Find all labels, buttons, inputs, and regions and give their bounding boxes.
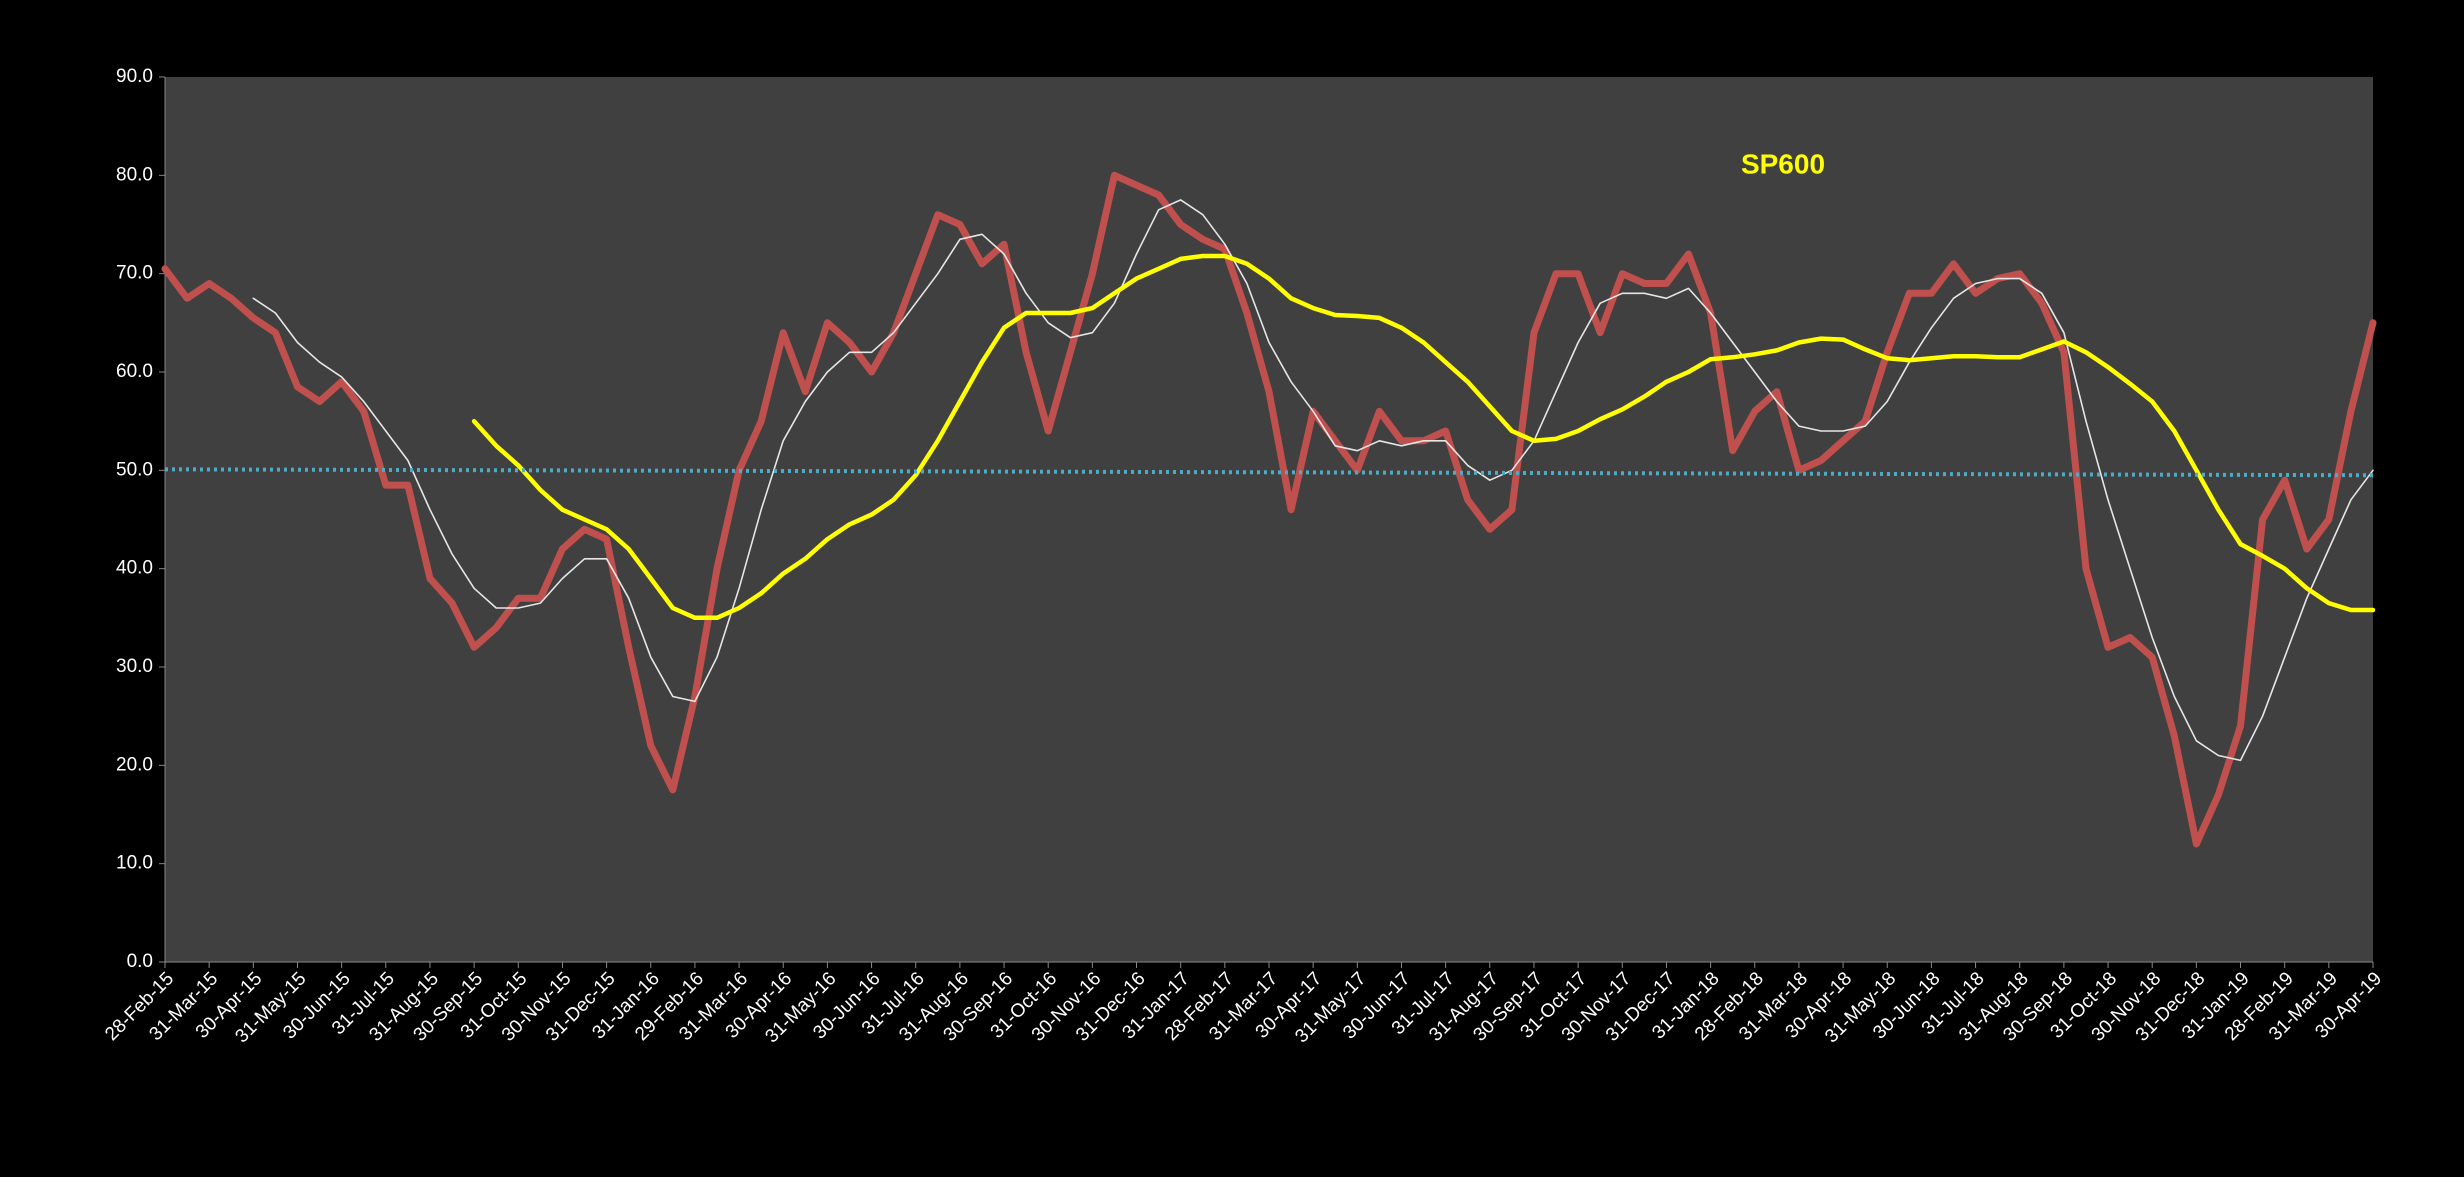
y-tick-label: 50.0 xyxy=(116,459,153,480)
y-tick-label: 80.0 xyxy=(116,164,153,185)
y-tick-label: 30.0 xyxy=(116,656,153,677)
plot-area xyxy=(165,77,2373,962)
y-tick-label: 90.0 xyxy=(116,66,153,87)
y-tick-label: 70.0 xyxy=(116,263,153,284)
y-tick-label: 40.0 xyxy=(116,558,153,579)
data-line xyxy=(252,199,2374,762)
y-tick-label: 20.0 xyxy=(116,754,153,775)
y-tick-label: 0.0 xyxy=(127,951,153,972)
data-line xyxy=(161,171,2377,848)
y-tick-label: 60.0 xyxy=(116,361,153,382)
chart-title: SP600 xyxy=(1741,148,1825,179)
y-tick-label: 10.0 xyxy=(116,853,153,874)
data-line xyxy=(471,253,2376,621)
